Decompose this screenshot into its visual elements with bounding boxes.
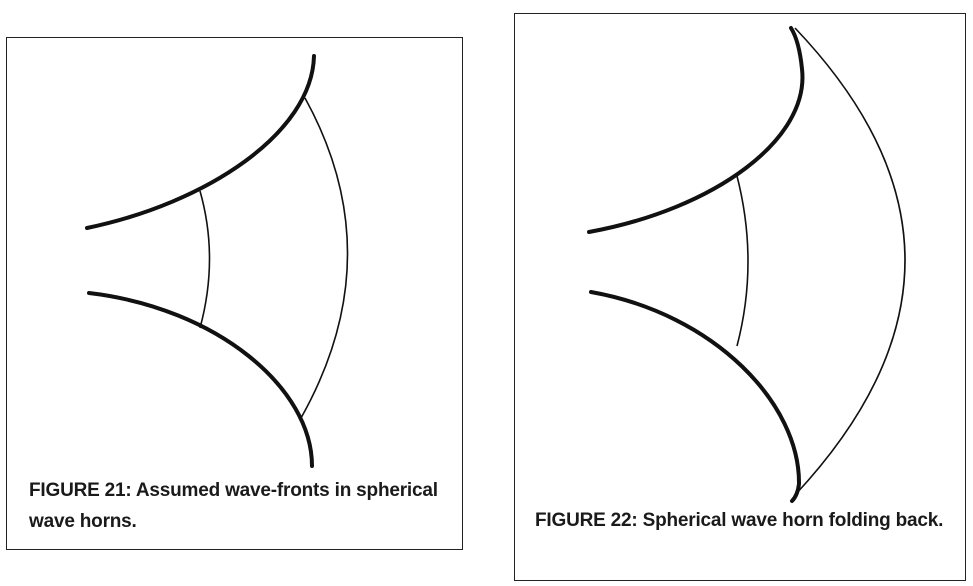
- figure-22-caption: FIGURE 22: Spherical wave horn folding b…: [535, 510, 944, 531]
- wave-front-outer: [794, 27, 906, 496]
- horn-upper-wall: [587, 26, 805, 234]
- horn-upper-wall: [85, 54, 316, 230]
- figure-22-horn-diagram: [587, 26, 906, 503]
- figure-22-panel: FIGURE 22: Spherical wave horn folding b…: [514, 13, 966, 581]
- wave-front-outer: [300, 97, 349, 419]
- figure-21-caption: FIGURE 21: Assumed wave-fronts in spheri…: [29, 480, 438, 532]
- wave-front-inner: [736, 175, 749, 347]
- wave-front-inner: [199, 190, 211, 329]
- figure-21-horn-diagram: [85, 54, 349, 468]
- horn-lower-wall: [589, 290, 802, 503]
- horn-lower-wall: [87, 291, 314, 468]
- figure-21-panel: FIGURE 21: Assumed wave-fronts in spheri…: [6, 37, 463, 550]
